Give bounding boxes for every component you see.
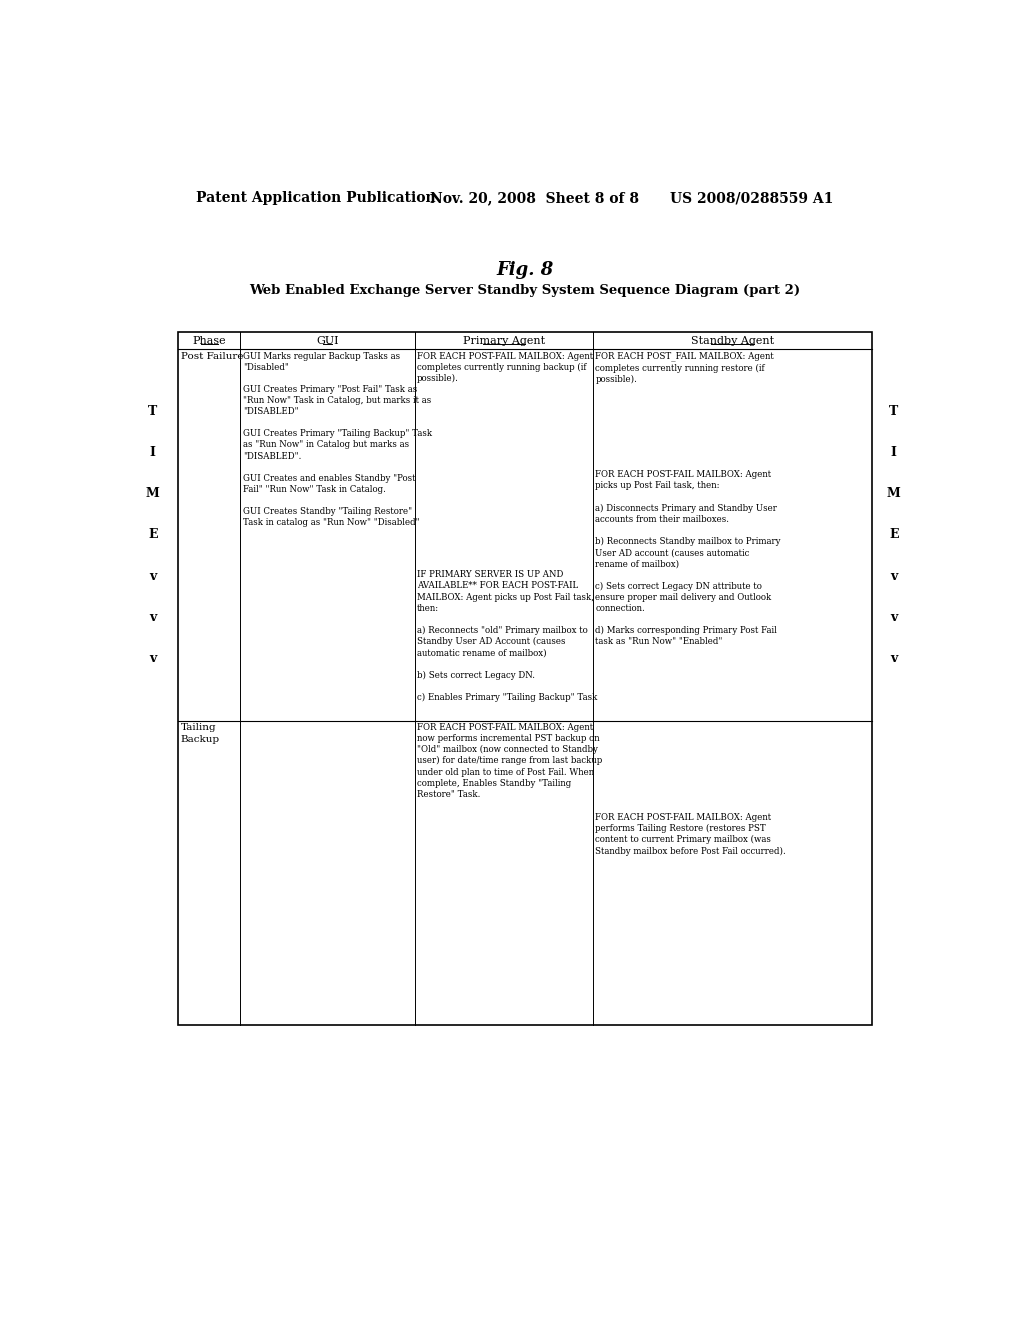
Text: Nov. 20, 2008  Sheet 8 of 8: Nov. 20, 2008 Sheet 8 of 8 (430, 191, 639, 206)
Text: v: v (150, 652, 157, 665)
Text: FOR EACH POST-FAIL MAILBOX: Agent
performs Tailing Restore (restores PST
content: FOR EACH POST-FAIL MAILBOX: Agent perfor… (595, 813, 786, 855)
Text: Primary Agent: Primary Agent (463, 335, 545, 346)
Text: GUI Marks regular Backup Tasks as
"Disabled"

GUI Creates Primary "Post Fail" Ta: GUI Marks regular Backup Tasks as "Disab… (243, 351, 432, 527)
Text: M: M (146, 487, 160, 500)
Text: v: v (150, 570, 157, 582)
Text: T: T (889, 405, 898, 417)
Text: I: I (150, 446, 156, 459)
Text: v: v (890, 570, 897, 582)
Text: IF PRIMARY SERVER IS UP AND
AVAILABLE** FOR EACH POST-FAIL
MAILBOX: Agent picks : IF PRIMARY SERVER IS UP AND AVAILABLE** … (417, 570, 597, 702)
Text: Post Failure: Post Failure (180, 351, 244, 360)
Text: FOR EACH POST-FAIL MAILBOX: Agent
now performs incremental PST backup on
"Old" m: FOR EACH POST-FAIL MAILBOX: Agent now pe… (417, 723, 602, 799)
Text: Phase: Phase (193, 335, 226, 346)
Text: v: v (150, 611, 157, 624)
Text: v: v (890, 611, 897, 624)
Text: E: E (148, 528, 158, 541)
Text: Tailing
Backup: Tailing Backup (180, 723, 220, 743)
Text: M: M (887, 487, 900, 500)
Text: FOR EACH POST_FAIL MAILBOX: Agent
completes currently running restore (if
possib: FOR EACH POST_FAIL MAILBOX: Agent comple… (595, 351, 774, 384)
Text: Standby Agent: Standby Agent (691, 335, 774, 346)
Bar (178, 331, 872, 1024)
Text: Fig. 8: Fig. 8 (497, 261, 553, 279)
Text: US 2008/0288559 A1: US 2008/0288559 A1 (671, 191, 834, 206)
Text: Web Enabled Exchange Server Standby System Sequence Diagram (part 2): Web Enabled Exchange Server Standby Syst… (249, 284, 801, 297)
Text: v: v (890, 652, 897, 665)
Text: E: E (889, 528, 898, 541)
Text: GUI: GUI (316, 335, 339, 346)
Text: Patent Application Publication: Patent Application Publication (197, 191, 436, 206)
Text: FOR EACH POST-FAIL MAILBOX: Agent
completes currently running backup (if
possibl: FOR EACH POST-FAIL MAILBOX: Agent comple… (417, 351, 593, 383)
Text: I: I (891, 446, 897, 459)
Text: T: T (148, 405, 158, 417)
Text: FOR EACH POST-FAIL MAILBOX: Agent
picks up Post Fail task, then:

a) Disconnects: FOR EACH POST-FAIL MAILBOX: Agent picks … (595, 470, 781, 647)
